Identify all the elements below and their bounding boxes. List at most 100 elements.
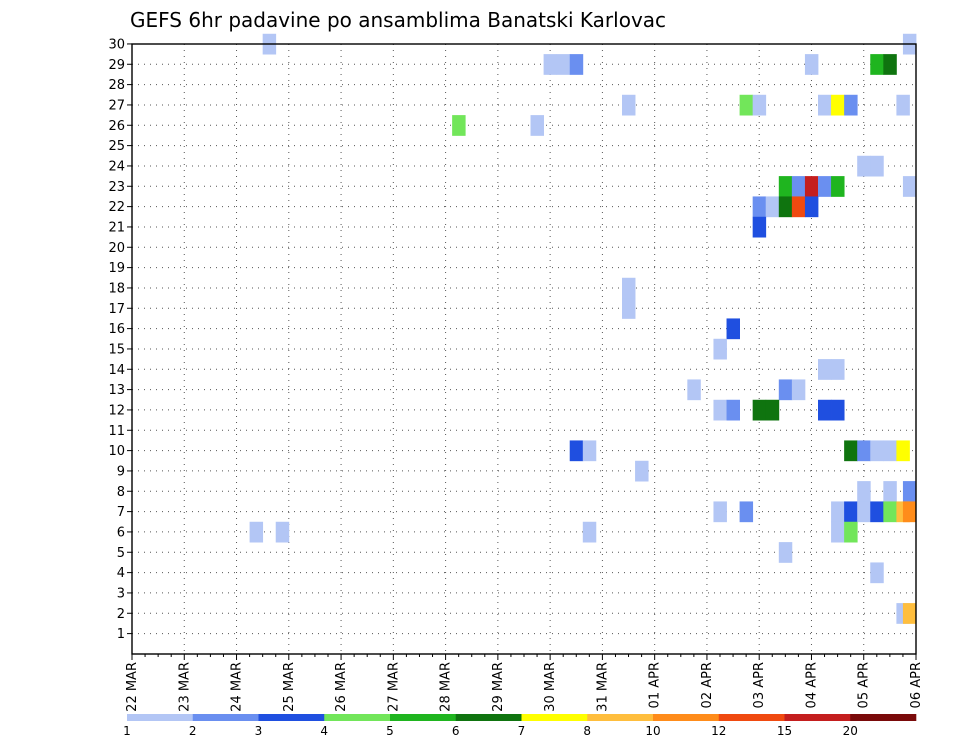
y-tick-label-6: 6: [117, 525, 125, 540]
precip-cell-m8-54: [857, 481, 871, 502]
precip-cell-m8-55: [883, 481, 897, 502]
precip-cell-m29-5: [804, 54, 819, 75]
precip-cell-m27-12: [831, 94, 845, 116]
precip-cell-m23-23: [831, 176, 845, 197]
precip-cell-m6-67: [275, 521, 290, 543]
legend-swatch-0: [127, 714, 194, 721]
y-tick-label-22: 22: [108, 200, 125, 215]
precip-cell-m12-45: [831, 399, 845, 421]
legend-tick-label-4: 5: [386, 724, 394, 738]
precip-cell-m27-8: [622, 94, 636, 116]
legend-tick-label-2: 3: [255, 724, 263, 738]
precip-cell-m6-70: [844, 521, 858, 543]
precip-cell-m10-50: [870, 440, 884, 462]
precip-cell-m15-34: [713, 338, 727, 360]
y-tick-label-21: 21: [108, 220, 125, 235]
precip-cell-m12-43: [765, 399, 780, 421]
precip-cell-m6-68: [582, 521, 597, 543]
precip-cell-m22-28: [791, 196, 806, 218]
y-tick-label-26: 26: [108, 119, 125, 134]
precip-cell-m6-66: [249, 521, 264, 543]
precip-cell-m7-57: [713, 501, 727, 523]
precip-cell-m2-74: [902, 603, 917, 624]
y-tick-label-11: 11: [108, 424, 125, 439]
precip-cell-m10-51: [883, 440, 897, 462]
precip-cell-m27-13: [844, 94, 858, 116]
precip-cell-m6-69: [831, 521, 845, 543]
legend-swatch-8: [653, 714, 720, 721]
y-tick-label-23: 23: [108, 180, 125, 195]
precip-cell-m12-44: [818, 399, 832, 421]
legend-tick-label-11: 20: [843, 724, 858, 738]
precip-cell-m7-63: [883, 501, 897, 523]
precip-cell-m29-2: [543, 54, 558, 75]
precip-cell-m10-49: [857, 440, 871, 462]
grid-lines: [132, 43, 917, 654]
x-tick-label-13: 04 APR: [804, 662, 819, 708]
precip-cell-m27-11: [818, 94, 832, 116]
y-tick-label-28: 28: [108, 78, 125, 93]
precip-cell-m7-65: [902, 501, 917, 523]
precip-cell-m27-14: [896, 94, 910, 116]
y-tick-label-29: 29: [108, 58, 125, 73]
precip-cell-m27-9: [739, 94, 754, 116]
color-legend: 1 2 3 4 5 6 7 8 10 12 15 20: [123, 714, 917, 738]
x-tick-label-9: 31 MAR: [595, 662, 610, 712]
precip-cell-m12-40: [713, 399, 727, 421]
x-tick-label-15: 06 APR: [909, 662, 924, 708]
y-tick-label-3: 3: [117, 586, 125, 601]
y-tick-label-19: 19: [108, 261, 125, 276]
legend-tick-label-7: 8: [583, 724, 591, 738]
y-tick-label-1: 1: [117, 627, 125, 642]
x-tick-label-10: 01 APR: [648, 662, 663, 708]
y-tick-label-5: 5: [117, 546, 125, 561]
y-tick-label-25: 25: [108, 139, 125, 154]
x-tick-label-5: 27 MAR: [386, 662, 401, 712]
legend-tick-label-8: 10: [645, 724, 660, 738]
legend-tick-label-5: 6: [452, 724, 460, 738]
precip-cell-m9-53: [635, 460, 649, 482]
precip-cell-m23-21: [804, 176, 819, 197]
precip-cell-m24-17: [857, 155, 871, 177]
legend-swatch-10: [784, 714, 851, 721]
data-cells: [249, 33, 917, 624]
y-tick-label-18: 18: [108, 281, 125, 296]
legend-swatch-3: [324, 714, 391, 721]
x-tick-label-6: 28 MAR: [439, 662, 454, 712]
y-axis: 1234567891011121314151617181920212223242…: [108, 37, 132, 642]
precip-cell-m12-42: [752, 399, 767, 421]
y-tick-label-15: 15: [108, 342, 125, 357]
precip-cell-m21-30: [752, 216, 767, 238]
y-tick-label-20: 20: [108, 241, 125, 256]
x-tick-label-7: 29 MAR: [491, 662, 506, 712]
precip-cell-m29-7: [883, 54, 897, 75]
precip-cell-m5-71: [778, 542, 793, 563]
y-tick-label-9: 9: [117, 464, 125, 479]
precip-cell-m13-38: [778, 379, 793, 401]
precip-cell-m29-3: [556, 54, 571, 75]
legend-swatch-9: [718, 714, 785, 721]
precip-cell-m16-33: [726, 318, 740, 340]
x-tick-label-12: 03 APR: [752, 662, 767, 708]
precip-cell-m7-58: [739, 501, 754, 523]
legend-tick-label-0: 1: [123, 724, 131, 738]
precip-cell-m27-10: [752, 94, 767, 116]
precip-cell-m23-24: [902, 176, 917, 197]
legend-tick-label-6: 7: [518, 724, 526, 738]
precip-cell-m22-27: [778, 196, 793, 218]
precip-cell-m14-35: [818, 359, 832, 380]
precip-cell-m10-52: [896, 440, 910, 462]
precip-cell-m26-15: [452, 115, 466, 136]
precip-cell-m22-25: [752, 196, 767, 218]
precip-cell-m29-4: [569, 54, 584, 75]
legend-swatch-11: [850, 714, 917, 721]
precip-cell-m10-47: [582, 440, 597, 462]
legend-tick-label-9: 12: [711, 724, 726, 738]
precip-cell-m24-18: [870, 155, 884, 177]
precip-cell-m13-39: [791, 379, 806, 401]
precip-cell-m18-31: [622, 277, 636, 299]
precip-cell-m17-32: [622, 298, 636, 319]
y-tick-label-7: 7: [117, 505, 125, 520]
precip-cell-m7-60: [844, 501, 858, 523]
